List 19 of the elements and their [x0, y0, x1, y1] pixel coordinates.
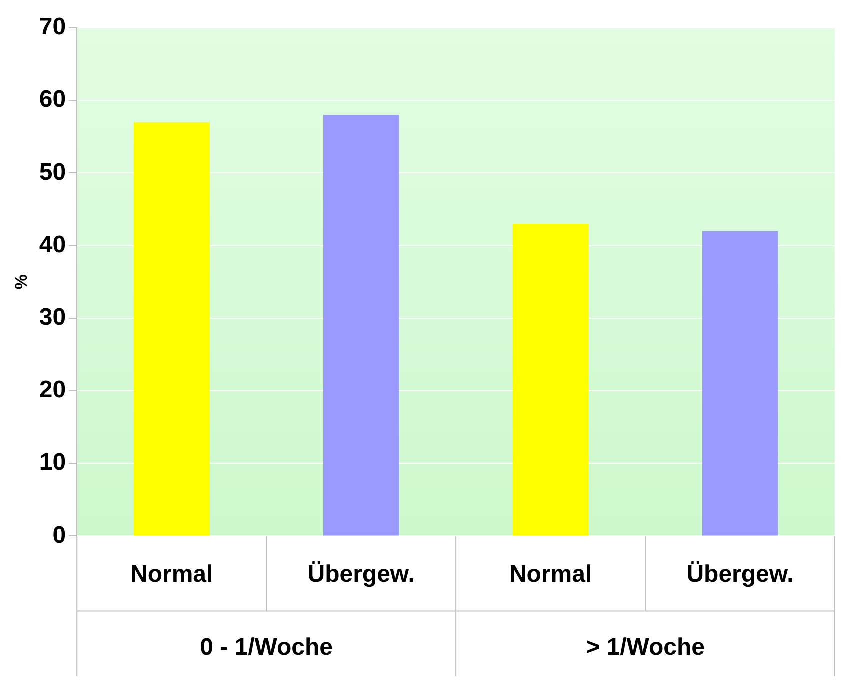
y-tick-label: 50 — [39, 158, 66, 186]
x-tick-label: Normal — [130, 561, 214, 588]
y-tick-label: 70 — [39, 14, 66, 41]
y-tick-label: 40 — [39, 231, 66, 258]
y-tick-label: 60 — [39, 86, 66, 114]
x-tick-label: Normal — [509, 561, 592, 588]
text: 0 - 1/Woche — [200, 634, 334, 661]
y-tick-label: 30 — [39, 304, 66, 332]
y-tick-label: 10 — [39, 449, 66, 476]
bar — [702, 231, 778, 536]
x-tick-label: Übergew. — [308, 561, 415, 588]
y-tick-label: 0 — [52, 522, 66, 549]
text: > 1/Woche — [586, 634, 705, 661]
y-axis-title: % — [12, 274, 31, 290]
y-tick-label: 20 — [39, 376, 66, 404]
bar — [134, 122, 210, 536]
bar — [512, 224, 589, 536]
bar — [323, 115, 400, 536]
x-tick-label: Übergew. — [686, 561, 794, 588]
